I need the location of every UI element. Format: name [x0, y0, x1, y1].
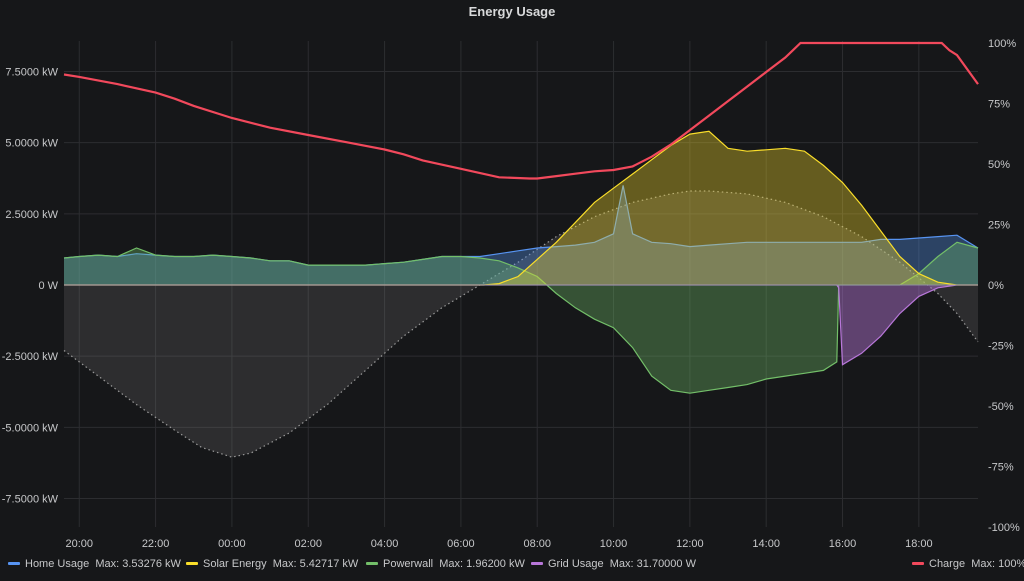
y-right-tick-label: 25% [988, 220, 1010, 232]
legend-swatch [366, 561, 378, 565]
x-tick-label: 14:00 [752, 538, 780, 550]
y-left-tick-label: -5.0000 kW [2, 422, 59, 434]
home-usage-area [64, 185, 978, 285]
legend-stat: Max: 100% [971, 558, 1024, 570]
charge-line [63, 41, 979, 180]
powerwall-area [64, 242, 978, 394]
legend-label: Powerwall [383, 558, 434, 570]
solar-energy-area [64, 131, 978, 285]
legend-swatch [186, 561, 198, 565]
solar-forecast-area [64, 191, 978, 458]
x-tick-label: 08:00 [523, 538, 551, 550]
y-right-tick-label: -75% [988, 462, 1014, 474]
legend-item-powerwall[interactable]: Powerwall Max: 1.96200 kW [366, 558, 525, 570]
x-tick-label: 16:00 [829, 538, 857, 550]
x-tick-label: 18:00 [905, 538, 933, 550]
y-right-tick-label: 75% [988, 99, 1010, 111]
energy-usage-chart: 20:00 22:00 00:00 02:00 04:00 06:00 08:00 10:00… [2, 38, 1020, 550]
legend-swatch [912, 561, 924, 565]
powerwall-line [63, 241, 979, 394]
x-tick-label: 00:00 [218, 538, 246, 550]
grid-usage-line [64, 284, 978, 366]
legend-item-charge[interactable]: Charge Max: 100% [912, 558, 1024, 570]
legend-stat: Max: 1.96200 kW [439, 558, 525, 570]
x-tick-label: 22:00 [142, 538, 170, 550]
y-right-tick-label: 0% [988, 280, 1004, 292]
legend-stat: Max: 31.70000 W [609, 558, 696, 570]
y-left-tick-label: -2.5000 kW [2, 351, 59, 363]
legend-swatch [8, 561, 20, 565]
y-right-tick-label: -25% [988, 341, 1014, 353]
legend-label: Solar Energy [203, 558, 267, 570]
x-tick-label: 06:00 [447, 538, 475, 550]
y-right-tick-label: 50% [988, 159, 1010, 171]
y-left-tick-label: -7.5000 kW [2, 494, 59, 506]
x-tick-label: 12:00 [676, 538, 704, 550]
legend-swatch [531, 561, 543, 565]
y-left-tick-label: 7.5000 kW [5, 66, 58, 78]
y-right-tick-label: 100% [988, 38, 1016, 50]
y-left-tick-label: 0 W [38, 280, 58, 292]
legend-item-solar-energy[interactable]: Solar Energy Max: 5.42717 kW [186, 558, 358, 570]
solar-forecast-line [63, 190, 979, 458]
x-tick-label: 10:00 [600, 538, 628, 550]
legend-item-home-usage[interactable]: Home Usage Max: 3.53276 kW [8, 558, 181, 570]
x-tick-label: 20:00 [65, 538, 93, 550]
y-right-tick-label: -50% [988, 401, 1014, 413]
panel-title: Energy Usage [468, 4, 556, 19]
grid-usage-area [64, 285, 978, 365]
x-tick-label: 02:00 [294, 538, 322, 550]
chart-legend: Home Usage Max: 3.53276 kW Solar Energy … [0, 558, 1024, 576]
legend-label: Home Usage [25, 558, 90, 570]
legend-stat: Max: 3.53276 kW [95, 558, 181, 570]
legend-label: Grid Usage [548, 558, 604, 570]
legend-stat: Max: 5.42717 kW [272, 558, 359, 570]
x-tick-label: 04:00 [371, 538, 399, 550]
y-right-tick-label: -100% [988, 522, 1020, 534]
legend-label: Charge [929, 558, 966, 570]
y-left-tick-label: 2.5000 kW [5, 209, 58, 221]
legend-item-grid-usage[interactable]: Grid Usage Max: 31.70000 W [531, 558, 696, 570]
y-left-tick-label: 5.0000 kW [5, 138, 58, 150]
solar-energy-line [64, 130, 978, 286]
